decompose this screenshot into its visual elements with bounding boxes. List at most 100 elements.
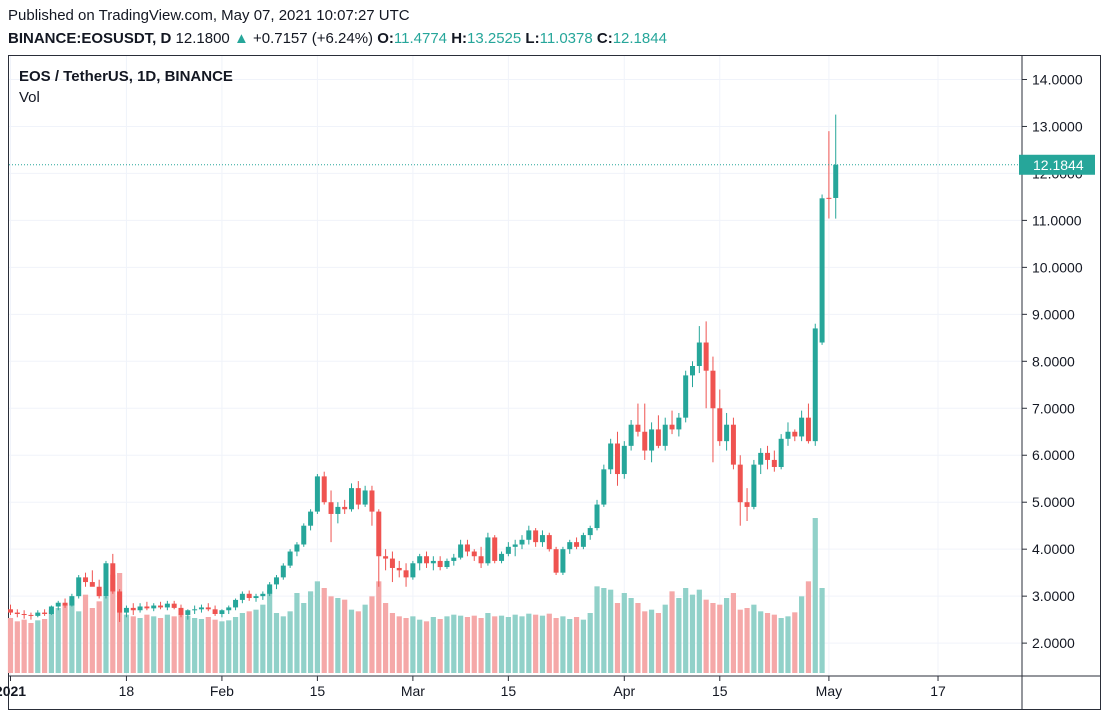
open-label: O: xyxy=(377,30,394,47)
candle-body xyxy=(48,606,54,614)
candle-body xyxy=(89,582,95,587)
candle-body xyxy=(730,424,736,465)
legend-title: EOS / TetherUS, 1D, BINANCE xyxy=(19,68,233,85)
candle-body xyxy=(567,542,573,550)
candle-body xyxy=(314,476,320,512)
candle-body xyxy=(308,511,314,526)
volume-bar xyxy=(76,611,82,673)
candle-body xyxy=(349,488,354,510)
volume-bar xyxy=(546,613,552,673)
volume-bar xyxy=(96,601,102,673)
volume-bar xyxy=(273,613,280,673)
candle-body xyxy=(785,431,791,439)
volume-bar xyxy=(724,598,730,673)
time-tick-label: Feb xyxy=(210,683,234,699)
candle-body xyxy=(260,593,266,597)
volume-bar xyxy=(451,614,457,673)
price-tick-label: 13.0000 xyxy=(1032,118,1083,134)
price-tick-label: 14.0000 xyxy=(1032,71,1083,87)
volume-bar xyxy=(89,608,95,673)
volume-bar xyxy=(226,620,232,673)
candle-body xyxy=(546,535,552,550)
volume-bar xyxy=(580,619,586,673)
candle-body xyxy=(424,556,430,564)
volume-bar xyxy=(198,619,205,673)
volume-bar xyxy=(758,611,764,673)
time-tick-label: 17 xyxy=(930,683,946,699)
candle-body xyxy=(458,544,464,558)
candle-body xyxy=(171,603,177,608)
low-label: L: xyxy=(525,30,540,47)
candle-body xyxy=(471,551,477,557)
candle-body xyxy=(621,445,627,475)
candle-body xyxy=(717,408,723,442)
volume-bar xyxy=(614,603,621,673)
volume-bar xyxy=(280,616,286,673)
candle-body xyxy=(574,542,580,547)
volume-bar xyxy=(171,616,177,673)
volume-bar xyxy=(676,598,682,673)
candle-body xyxy=(287,551,293,566)
price-tick-label: 9.0000 xyxy=(1032,306,1075,322)
candle-body xyxy=(601,469,607,505)
volume-bar xyxy=(444,616,450,673)
volume-bar xyxy=(205,617,211,673)
last-price-badge xyxy=(1019,154,1095,175)
candle-body xyxy=(560,549,566,573)
candle-body xyxy=(144,606,150,609)
volume-bar xyxy=(35,620,41,673)
close-value: 12.1844 xyxy=(612,30,667,47)
time-tick-label: Apr xyxy=(613,683,635,699)
volume-bar xyxy=(655,613,661,673)
candle-body xyxy=(485,537,491,564)
candle-body xyxy=(69,596,75,606)
volume-bar xyxy=(785,616,791,673)
candle-body xyxy=(35,612,41,616)
volume-bar xyxy=(553,618,559,673)
published-line: Published on TradingView.com, May 07, 20… xyxy=(8,7,410,24)
candle-body xyxy=(580,535,586,547)
volume-bar xyxy=(621,593,627,673)
candle-body xyxy=(239,593,245,600)
candle-body xyxy=(62,602,68,606)
candle-body xyxy=(737,464,743,503)
candle-body xyxy=(212,609,218,614)
candle-body xyxy=(751,464,757,507)
candle-body xyxy=(267,584,273,594)
candle-body xyxy=(655,429,661,446)
volume-bar xyxy=(601,588,607,673)
volume-bar xyxy=(157,618,164,673)
volume-bar xyxy=(151,616,157,673)
candle-body xyxy=(376,511,382,557)
volume-bar xyxy=(573,617,580,673)
candle-body xyxy=(226,607,232,611)
volume-bar xyxy=(144,614,150,673)
volume-bar xyxy=(710,603,716,673)
candle-body xyxy=(608,443,614,470)
volume-bar xyxy=(110,574,116,673)
volume-bar xyxy=(403,618,409,673)
candle-body xyxy=(280,565,286,578)
volume-bar xyxy=(21,619,27,673)
candle-body xyxy=(130,607,136,611)
candle-body xyxy=(710,370,716,409)
price-tick-label: 7.0000 xyxy=(1032,400,1075,416)
candle-body xyxy=(778,438,784,467)
volume-bar xyxy=(717,604,723,673)
price-tick-label: 4.0000 xyxy=(1032,541,1075,557)
high-label: H: xyxy=(451,30,468,47)
high-value: 13.2525 xyxy=(467,30,522,47)
candle-body xyxy=(464,544,470,552)
candle-body xyxy=(628,424,634,446)
volume-bar xyxy=(69,599,75,673)
volume-bar xyxy=(505,617,511,673)
candle-body xyxy=(594,504,600,529)
volume-bar xyxy=(383,603,389,673)
volume-bar xyxy=(355,611,361,673)
volume-bar xyxy=(14,621,20,673)
volume-bar xyxy=(628,598,634,673)
candle-body xyxy=(724,424,730,442)
price-tick-label: 2.0000 xyxy=(1032,635,1075,651)
candle-body xyxy=(110,563,116,592)
